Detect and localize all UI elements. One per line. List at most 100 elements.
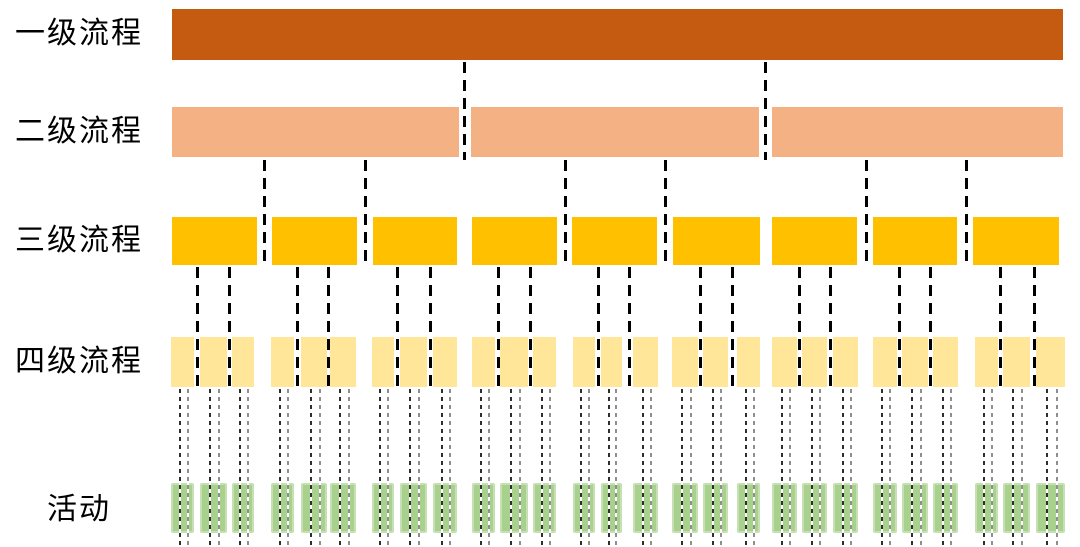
activity-bar-8 <box>400 483 427 533</box>
level-4-bar-23 <box>902 337 928 387</box>
activity-guide-line-27-2 <box>1056 389 1058 546</box>
drilldown-dashed-line-1-2 <box>763 62 767 160</box>
drilldown-dashed-line-3-5 <box>395 267 399 386</box>
activity-guide-line-6-1 <box>339 389 341 546</box>
activity-guide-line-11-2 <box>519 389 521 546</box>
activity-guide-line-25-1 <box>983 389 985 546</box>
activity-guide-line-9-1 <box>441 389 443 546</box>
activity-guide-line-12-1 <box>541 389 543 546</box>
row-label-level-4: 四级流程 <box>15 345 143 378</box>
drilldown-dashed-line-3-8 <box>528 267 532 386</box>
activity-guide-line-22-2 <box>889 389 891 546</box>
level-4-bar-8 <box>400 337 427 387</box>
activity-bar-1 <box>171 483 194 533</box>
activity-guide-line-16-1 <box>681 389 683 546</box>
level-4-bar-20 <box>802 337 827 387</box>
drilldown-dashed-line-3-16 <box>928 267 932 386</box>
level-4-bar-22 <box>873 337 897 387</box>
activity-bar-24 <box>933 483 958 533</box>
activity-bar-11 <box>500 483 528 533</box>
activity-guide-line-14-1 <box>608 389 610 546</box>
drilldown-dashed-line-3-4 <box>326 267 330 386</box>
activity-bar-23 <box>902 483 928 533</box>
activity-guide-line-13-1 <box>580 389 582 546</box>
activity-bar-22 <box>873 483 897 533</box>
activity-bar-15 <box>633 483 658 533</box>
drilldown-dashed-line-3-17 <box>998 267 1002 386</box>
row-label-level-1: 一级流程 <box>15 17 143 50</box>
level-4-bar-1 <box>171 337 194 387</box>
activity-guide-line-17-2 <box>720 389 722 546</box>
level-4-bar-5 <box>301 337 327 387</box>
level-3-bar-7 <box>772 217 857 265</box>
level-3-bar-1 <box>172 217 257 265</box>
activity-guide-line-17-1 <box>712 389 714 546</box>
drilldown-dashed-line-3-13 <box>797 267 801 386</box>
activity-guide-line-16-2 <box>690 389 692 546</box>
activity-guide-line-15-2 <box>650 389 652 546</box>
drilldown-dashed-line-2-2 <box>363 160 367 264</box>
row-label-level-2: 二级流程 <box>15 115 143 148</box>
activity-guide-line-19-1 <box>781 389 783 546</box>
activity-guide-line-2-1 <box>209 389 211 546</box>
activity-guide-line-21-1 <box>842 389 844 546</box>
row-label-level-3: 三级流程 <box>15 224 143 257</box>
activity-guide-line-7-1 <box>379 389 381 546</box>
drilldown-dashed-line-3-15 <box>897 267 901 386</box>
level-4-bar-9 <box>433 337 457 387</box>
activity-bar-14 <box>601 483 622 533</box>
activity-bar-9 <box>433 483 457 533</box>
activity-guide-line-5-1 <box>310 389 312 546</box>
level-4-bar-25 <box>975 337 998 387</box>
level-4-bar-4 <box>271 337 294 387</box>
activity-guide-line-23-1 <box>911 389 913 546</box>
activity-guide-line-12-2 <box>549 389 551 546</box>
activity-bar-20 <box>802 483 827 533</box>
activity-guide-line-4-1 <box>279 389 281 546</box>
activity-guide-line-1-2 <box>187 389 189 546</box>
activity-guide-line-1-1 <box>179 389 181 546</box>
drilldown-dashed-line-3-10 <box>627 267 631 386</box>
level-4-bar-19 <box>772 337 797 387</box>
level-3-bar-6 <box>673 217 760 265</box>
activity-guide-line-24-1 <box>942 389 944 546</box>
drilldown-dashed-line-3-18 <box>1032 267 1036 386</box>
level-4-bar-3 <box>232 337 254 387</box>
activity-guide-line-5-2 <box>319 389 321 546</box>
activity-guide-line-25-2 <box>991 389 993 546</box>
level-3-bar-2 <box>272 217 357 265</box>
activity-bar-10 <box>472 483 495 533</box>
drilldown-dashed-line-2-6 <box>964 160 968 264</box>
activity-guide-line-8-1 <box>409 389 411 546</box>
drilldown-dashed-line-3-12 <box>730 267 734 386</box>
level-2-bar-3 <box>772 107 1063 157</box>
level-4-bar-18 <box>737 337 760 387</box>
activity-bar-2 <box>200 483 227 533</box>
level-4-bar-7 <box>372 337 394 387</box>
level-3-bar-9 <box>973 217 1059 265</box>
activity-bar-21 <box>833 483 858 533</box>
level-3-bar-8 <box>873 217 957 265</box>
activity-guide-line-8-2 <box>418 389 420 546</box>
activity-bar-3 <box>232 483 254 533</box>
level-4-bar-17 <box>703 337 728 387</box>
drilldown-dashed-line-1-1 <box>462 62 466 160</box>
level-4-bar-14 <box>601 337 622 387</box>
drilldown-dashed-line-3-3 <box>295 267 299 386</box>
level-3-bar-3 <box>373 217 457 265</box>
activity-bar-26 <box>1003 483 1030 533</box>
activity-guide-line-14-2 <box>615 389 617 546</box>
level-4-bar-10 <box>472 337 495 387</box>
activity-bar-13 <box>573 483 595 533</box>
activity-guide-line-18-2 <box>753 389 755 546</box>
activity-guide-line-15-1 <box>642 389 644 546</box>
level-2-bar-2 <box>471 107 759 157</box>
activity-bar-6 <box>330 483 356 533</box>
drilldown-dashed-line-3-9 <box>596 267 600 386</box>
level-4-bar-21 <box>833 337 858 387</box>
drilldown-dashed-line-3-6 <box>428 267 432 386</box>
activity-bar-5 <box>301 483 327 533</box>
level-4-bar-11 <box>500 337 528 387</box>
activity-guide-line-20-2 <box>819 389 821 546</box>
